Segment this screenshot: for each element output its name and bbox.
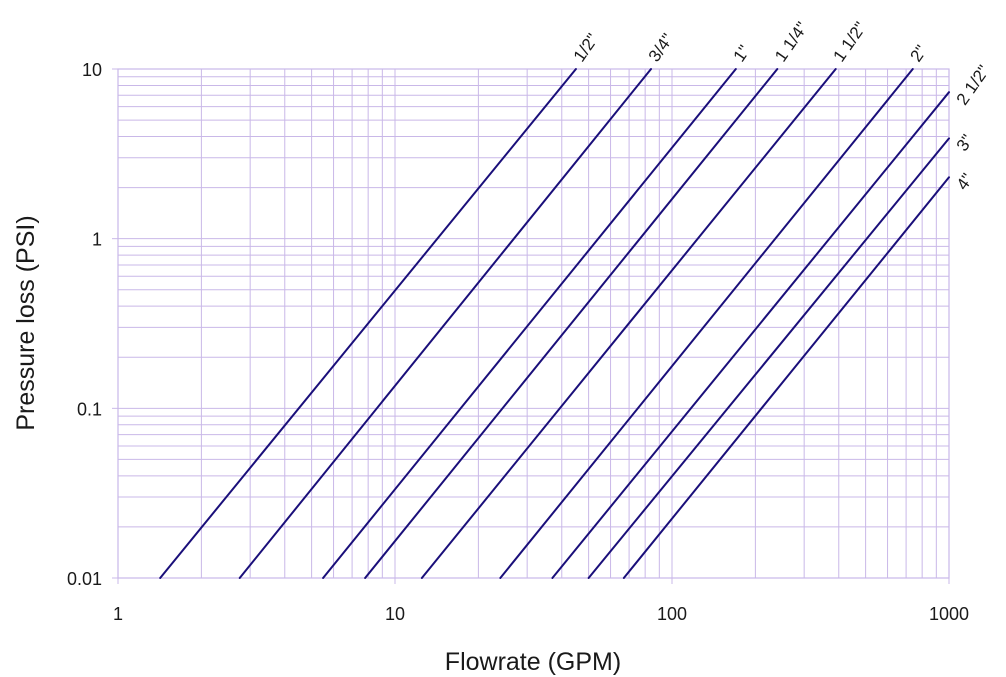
series-line bbox=[159, 68, 577, 579]
series-line bbox=[551, 91, 950, 579]
series-label: 4" bbox=[953, 170, 977, 194]
y-tick-label: 1 bbox=[92, 230, 102, 250]
series-label: 1 1/4" bbox=[771, 18, 812, 65]
series-label: 2 1/2" bbox=[953, 62, 994, 109]
x-tick-label: 1000 bbox=[929, 604, 969, 624]
x-tick-labels: 1 10 100 1000 bbox=[113, 578, 969, 624]
x-tick-label: 1 bbox=[113, 604, 123, 624]
chart-grid bbox=[118, 69, 949, 578]
series-line bbox=[622, 176, 950, 579]
series-line bbox=[322, 68, 737, 579]
series-line bbox=[238, 68, 653, 579]
series-label: 1" bbox=[730, 42, 754, 66]
series-line bbox=[420, 68, 837, 579]
series-line bbox=[499, 68, 914, 579]
series-lines bbox=[159, 68, 950, 579]
series-label: 1 1/2" bbox=[829, 18, 870, 65]
series-label: 2" bbox=[906, 42, 930, 66]
y-tick-labels: 0.01 0.1 1 10 bbox=[67, 60, 118, 589]
x-axis-title: Flowrate (GPM) bbox=[445, 648, 621, 676]
series-label: 3" bbox=[953, 131, 977, 155]
plot-frame bbox=[117, 68, 950, 579]
y-tick-label: 0.01 bbox=[67, 569, 102, 589]
y-tick-label: 10 bbox=[82, 60, 102, 80]
y-axis-title: Pressure loss (PSI) bbox=[12, 215, 40, 430]
series-labels: 1/2" 3/4" 1" 1 1/4" 1 1/2" 2" 2 1/2" 3" 4" bbox=[570, 18, 994, 193]
series-label: 3/4" bbox=[645, 30, 678, 65]
series-line bbox=[587, 137, 950, 579]
series-label: 1/2" bbox=[570, 30, 603, 65]
x-tick-label: 100 bbox=[657, 604, 687, 624]
x-tick-label: 10 bbox=[385, 604, 405, 624]
y-tick-label: 0.1 bbox=[77, 399, 102, 419]
series-line bbox=[364, 68, 779, 579]
